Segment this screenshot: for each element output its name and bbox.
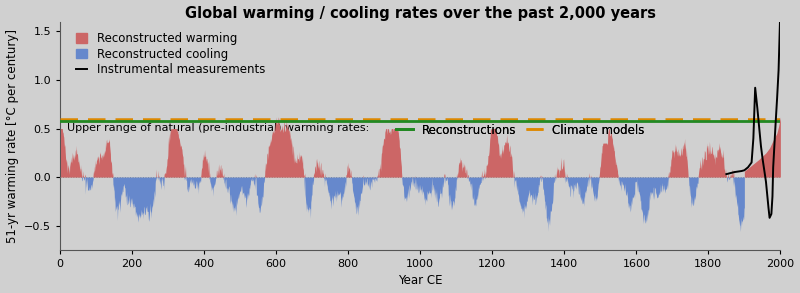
X-axis label: Year CE: Year CE [398, 275, 442, 287]
Text: Upper range of natural (pre-industrial) warming rates:: Upper range of natural (pre-industrial) … [67, 123, 370, 133]
Title: Global warming / cooling rates over the past 2,000 years: Global warming / cooling rates over the … [185, 6, 656, 21]
Legend: Reconstructions, Climate models: Reconstructions, Climate models [394, 121, 646, 139]
Y-axis label: 51-yr warming rate [°C per century]: 51-yr warming rate [°C per century] [6, 29, 18, 243]
